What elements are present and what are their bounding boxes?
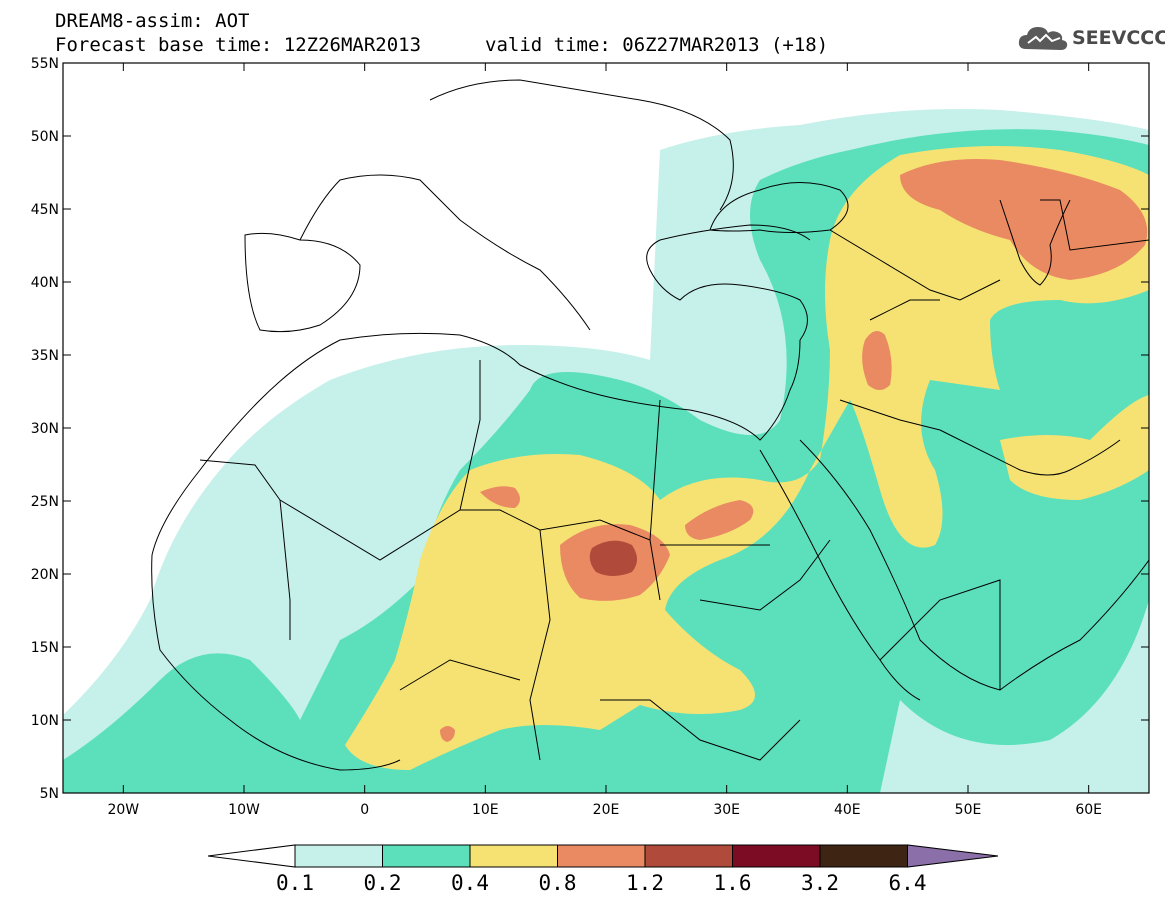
lon-tick-label: 10E — [472, 802, 499, 818]
lat-tick-label: 10N — [31, 713, 59, 729]
map-title: DREAM8-assim: AOT — [55, 10, 250, 32]
lat-tick-label: 50N — [31, 129, 59, 145]
lon-tick-label: 20W — [107, 802, 139, 818]
lon-tick-label: 50E — [955, 802, 982, 818]
colorbar-label: 0.2 — [363, 871, 402, 895]
forecast-base-time: Forecast base time: 12Z26MAR2013 valid ti… — [55, 34, 828, 56]
aot-band-0.4 — [345, 146, 1149, 770]
seevccc-logo: SEEVCCC — [1016, 23, 1165, 55]
colorbar-label: 0.4 — [451, 871, 489, 895]
lat-tick-label: 5N — [40, 786, 59, 802]
lat-tick-label: 30N — [31, 421, 59, 437]
lat-tick-label: 20N — [31, 567, 59, 583]
colorbar-label: 1.6 — [713, 871, 752, 895]
aot-band-1.2 — [589, 540, 637, 576]
cloud-icon — [1018, 27, 1068, 50]
lon-tick-label: 0 — [360, 802, 369, 818]
lat-tick-label: 40N — [31, 275, 59, 291]
aot-band-0.8-f — [440, 726, 455, 742]
lon-tick-label: 40E — [834, 802, 861, 818]
aot-band-0.8-b — [685, 500, 754, 540]
lon-tick-label: 60E — [1075, 802, 1102, 818]
colorbar-label: 6.4 — [888, 871, 927, 895]
colorbar-segment — [294, 844, 383, 868]
coastlines-borders — [151, 79, 1149, 771]
axis-ticks: 20W 10W 0 10E 20E 30E 40E 50E 60E 55N 50N 45N 40N 35N… — [31, 56, 1149, 818]
aot-band-0.8-e — [900, 159, 1148, 280]
lat-tick-label: 35N — [31, 348, 59, 364]
colorbar-segment — [469, 844, 558, 868]
valid-time-text: valid time: 06Z27MAR2013 (+18) — [485, 34, 829, 56]
lat-tick-label: 25N — [31, 494, 59, 510]
lat-tick-label: 15N — [31, 640, 59, 656]
logo-text: SEEVCCC — [1072, 27, 1165, 49]
colorbar-label: 1.2 — [626, 871, 664, 895]
colorbar-min-arrow — [207, 844, 296, 868]
colorbar-label: 0.8 — [538, 871, 577, 895]
aot-shading — [63, 63, 1149, 793]
colorbar-label: 3.2 — [801, 871, 839, 895]
lat-tick-label: 45N — [31, 202, 59, 218]
lat-tick-label: 55N — [31, 56, 59, 72]
lon-tick-label: 10W — [228, 802, 260, 818]
colorbar-segment — [819, 844, 908, 868]
colorbar-segment — [644, 844, 733, 868]
aot-band-0.8-d — [862, 331, 892, 390]
colorbar-segment — [732, 844, 821, 868]
aot-band-0.8-c — [480, 486, 520, 508]
colorbar-segment — [557, 844, 646, 868]
colorbar-segment — [382, 844, 471, 868]
lon-tick-label: 20E — [593, 802, 620, 818]
lon-tick-label: 30E — [713, 802, 740, 818]
base-time-text: Forecast base time: 12Z26MAR2013 — [55, 34, 422, 56]
colorbar-label: 0.1 — [276, 871, 314, 895]
colorbar-max-arrow — [907, 844, 999, 868]
